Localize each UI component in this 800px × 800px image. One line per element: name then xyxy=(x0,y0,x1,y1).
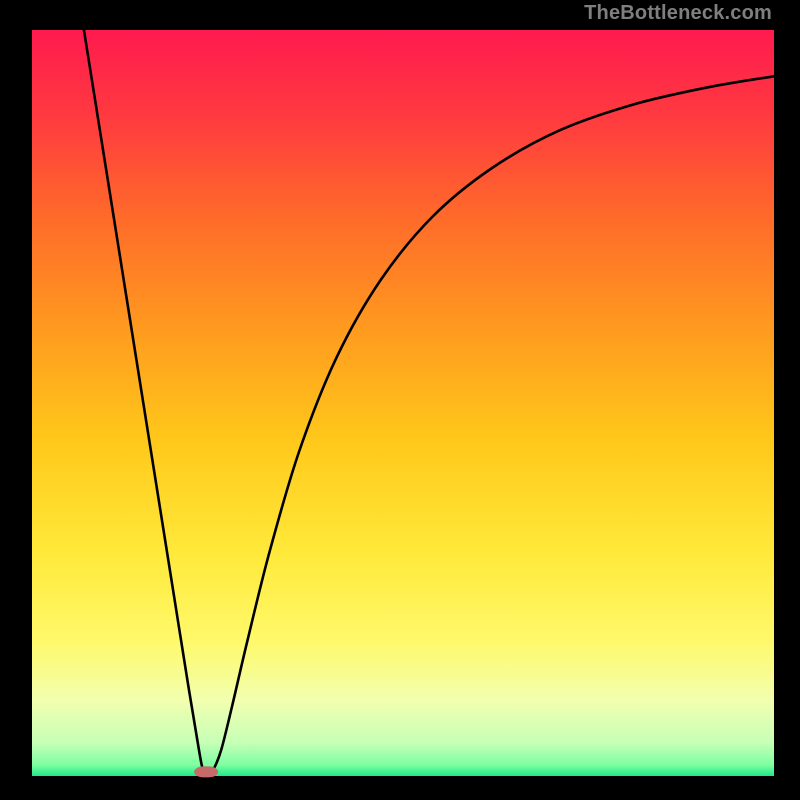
min-point-marker xyxy=(194,767,218,778)
bottleneck-curve xyxy=(84,30,774,775)
curve-layer xyxy=(32,30,774,776)
plot-area xyxy=(32,30,774,776)
chart-frame: TheBottleneck.com xyxy=(0,0,800,800)
watermark-text: TheBottleneck.com xyxy=(584,2,772,25)
